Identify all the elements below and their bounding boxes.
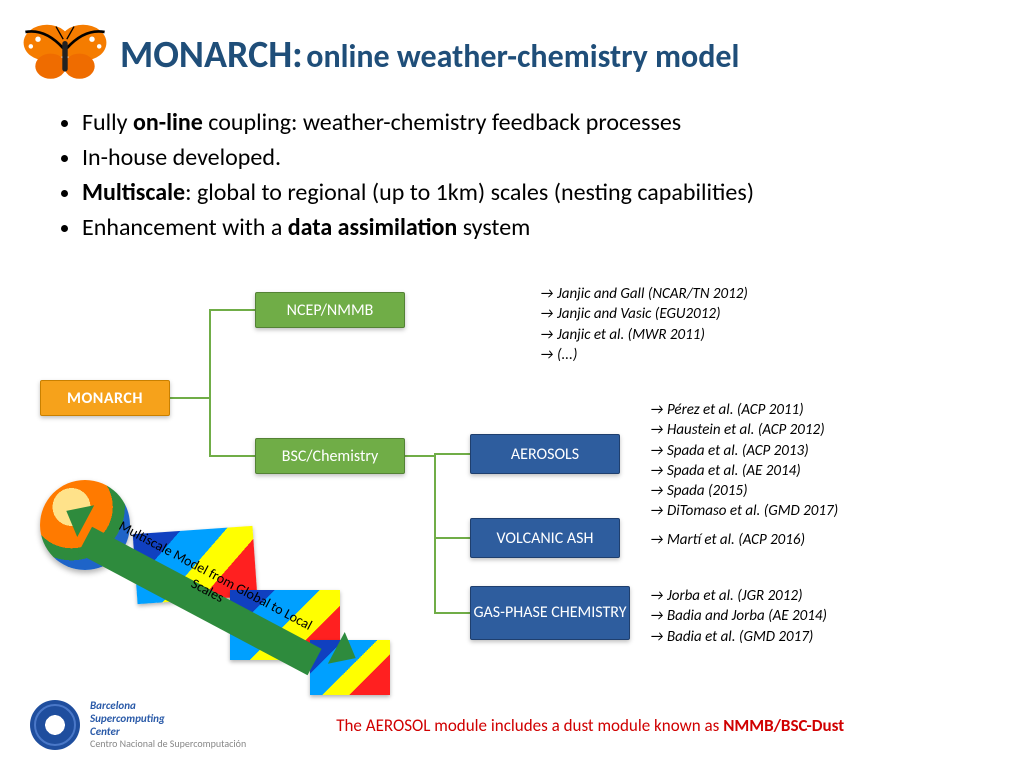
bullet-item: Multiscale: global to regional (up to 1k… [82,178,984,207]
refs-ncep: → Janjic and Gall (NCAR/TN 2012)→ Janjic… [540,284,748,365]
title-row: MONARCH: online weather-chemistry model [20,22,1014,87]
bullet-item: In-house developed. [82,143,984,172]
refs-aerosols: → Pérez et al. (ACP 2011)→ Haustein et a… [650,400,838,522]
hierarchy-diagram: MONARCH NCEP/NMMB BSC/Chemistry AEROSOLS… [40,280,1014,700]
refs-volcanic: → Martí et al. (ACP 2016) [650,530,805,550]
node-ncep: NCEP/NMMB [255,292,405,328]
refs-gas: → Jorba et al. (JGR 2012)→ Badia and Jor… [650,586,827,647]
node-volcanic: VOLCANIC ASH [470,518,620,558]
butterfly-icon [20,22,110,87]
node-monarch: MONARCH [40,380,170,416]
bsc-logo-mark: BSC [30,700,80,750]
node-bsc: BSC/Chemistry [255,438,405,474]
footer: BSC Barcelona Supercomputing Center Cent… [0,700,1024,750]
bullet-item: Fully on-line coupling: weather-chemistr… [82,108,984,137]
page-title: MONARCH: online weather-chemistry model [110,32,739,78]
bullet-list: Fully on-line coupling: weather-chemistr… [60,108,984,248]
footnote: The AEROSOL module includes a dust modul… [336,715,844,736]
title-sub: online weather-chemistry model [306,37,739,76]
title-main: MONARCH: [120,32,303,78]
node-gas: GAS-PHASE CHEMISTRY [470,586,630,640]
bsc-logo-text: Barcelona Supercomputing Center Centro N… [90,700,246,749]
node-aerosols: AEROSOLS [470,434,620,474]
bullet-item: Enhancement with a data assimilation sys… [82,213,984,242]
bsc-logo: BSC Barcelona Supercomputing Center Cent… [30,700,246,750]
